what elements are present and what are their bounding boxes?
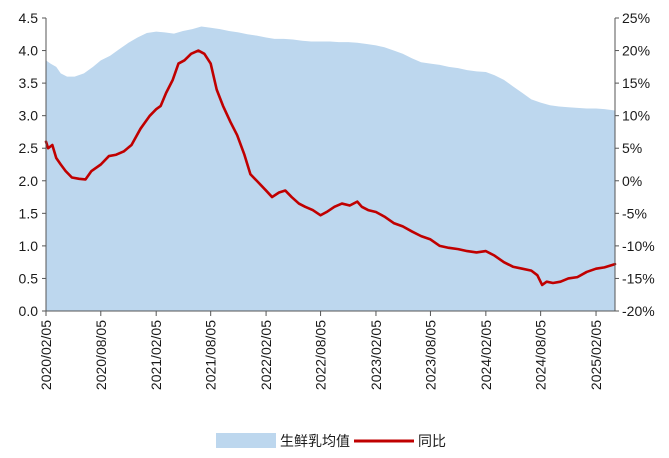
right-tick-label: 5% bbox=[622, 140, 642, 156]
x-tick-label: 2023/08/05 bbox=[422, 320, 438, 390]
legend-label-area: 生鲜乳均值 bbox=[280, 434, 350, 450]
left-tick-label: 4.0 bbox=[19, 43, 39, 59]
series-area-fresh-milk bbox=[46, 26, 615, 312]
left-tick-label: 0.0 bbox=[19, 303, 39, 319]
left-tick-label: 1.5 bbox=[19, 205, 39, 221]
right-tick-label: -15% bbox=[622, 270, 655, 286]
legend-label-line: 同比 bbox=[418, 434, 446, 450]
x-tick-label: 2021/08/05 bbox=[203, 320, 219, 390]
right-tick-label: -5% bbox=[622, 205, 647, 221]
left-tick-label: 1.0 bbox=[19, 238, 39, 254]
x-tick-label: 2021/02/05 bbox=[148, 320, 164, 390]
line-series-layer bbox=[44, 49, 617, 287]
x-tick-label: 2023/02/05 bbox=[368, 320, 384, 390]
area-series-layer bbox=[46, 26, 615, 312]
left-tick-label: 2.5 bbox=[19, 140, 39, 156]
x-tick-label: 2022/08/05 bbox=[313, 320, 329, 390]
series-line-yoy bbox=[44, 49, 617, 287]
legend-swatch-area bbox=[216, 433, 276, 448]
left-tick-label: 0.5 bbox=[19, 270, 39, 286]
right-tick-label: 0% bbox=[622, 173, 642, 189]
right-tick-label: -20% bbox=[622, 303, 655, 319]
x-tick-label: 2024/08/05 bbox=[533, 320, 549, 390]
x-tick-label: 2020/08/05 bbox=[93, 320, 109, 390]
left-tick-label: 3.0 bbox=[19, 108, 39, 124]
right-tick-label: 20% bbox=[622, 43, 650, 59]
x-tick-label: 2025/02/05 bbox=[588, 320, 604, 390]
right-tick-label: -10% bbox=[622, 238, 655, 254]
left-tick-label: 2.0 bbox=[19, 173, 39, 189]
left-tick-label: 3.5 bbox=[19, 75, 39, 91]
left-axis-ticks: 0.0 0.5 1.0 1.5 2.0 2.5 3.0 3.5 4.0 4.5 bbox=[19, 10, 46, 319]
right-tick-label: 15% bbox=[622, 75, 650, 91]
x-tick-label: 2022/02/05 bbox=[258, 320, 274, 390]
right-axis-ticks: -20% -15% -10% -5% 0% 5% 10% 15% 20% 25% bbox=[615, 10, 655, 319]
x-axis-ticks: 2020/02/05 2020/08/05 2021/02/05 2021/08/05… bbox=[38, 311, 604, 390]
x-tick-label: 2020/02/05 bbox=[38, 320, 54, 390]
right-tick-label: 25% bbox=[622, 10, 650, 26]
x-tick-label: 2024/02/05 bbox=[478, 320, 494, 390]
left-tick-label: 4.5 bbox=[19, 10, 39, 26]
axes-layer bbox=[45, 18, 616, 312]
right-tick-label: 10% bbox=[622, 108, 650, 124]
legend: 生鲜乳均值 同比 bbox=[216, 433, 446, 450]
